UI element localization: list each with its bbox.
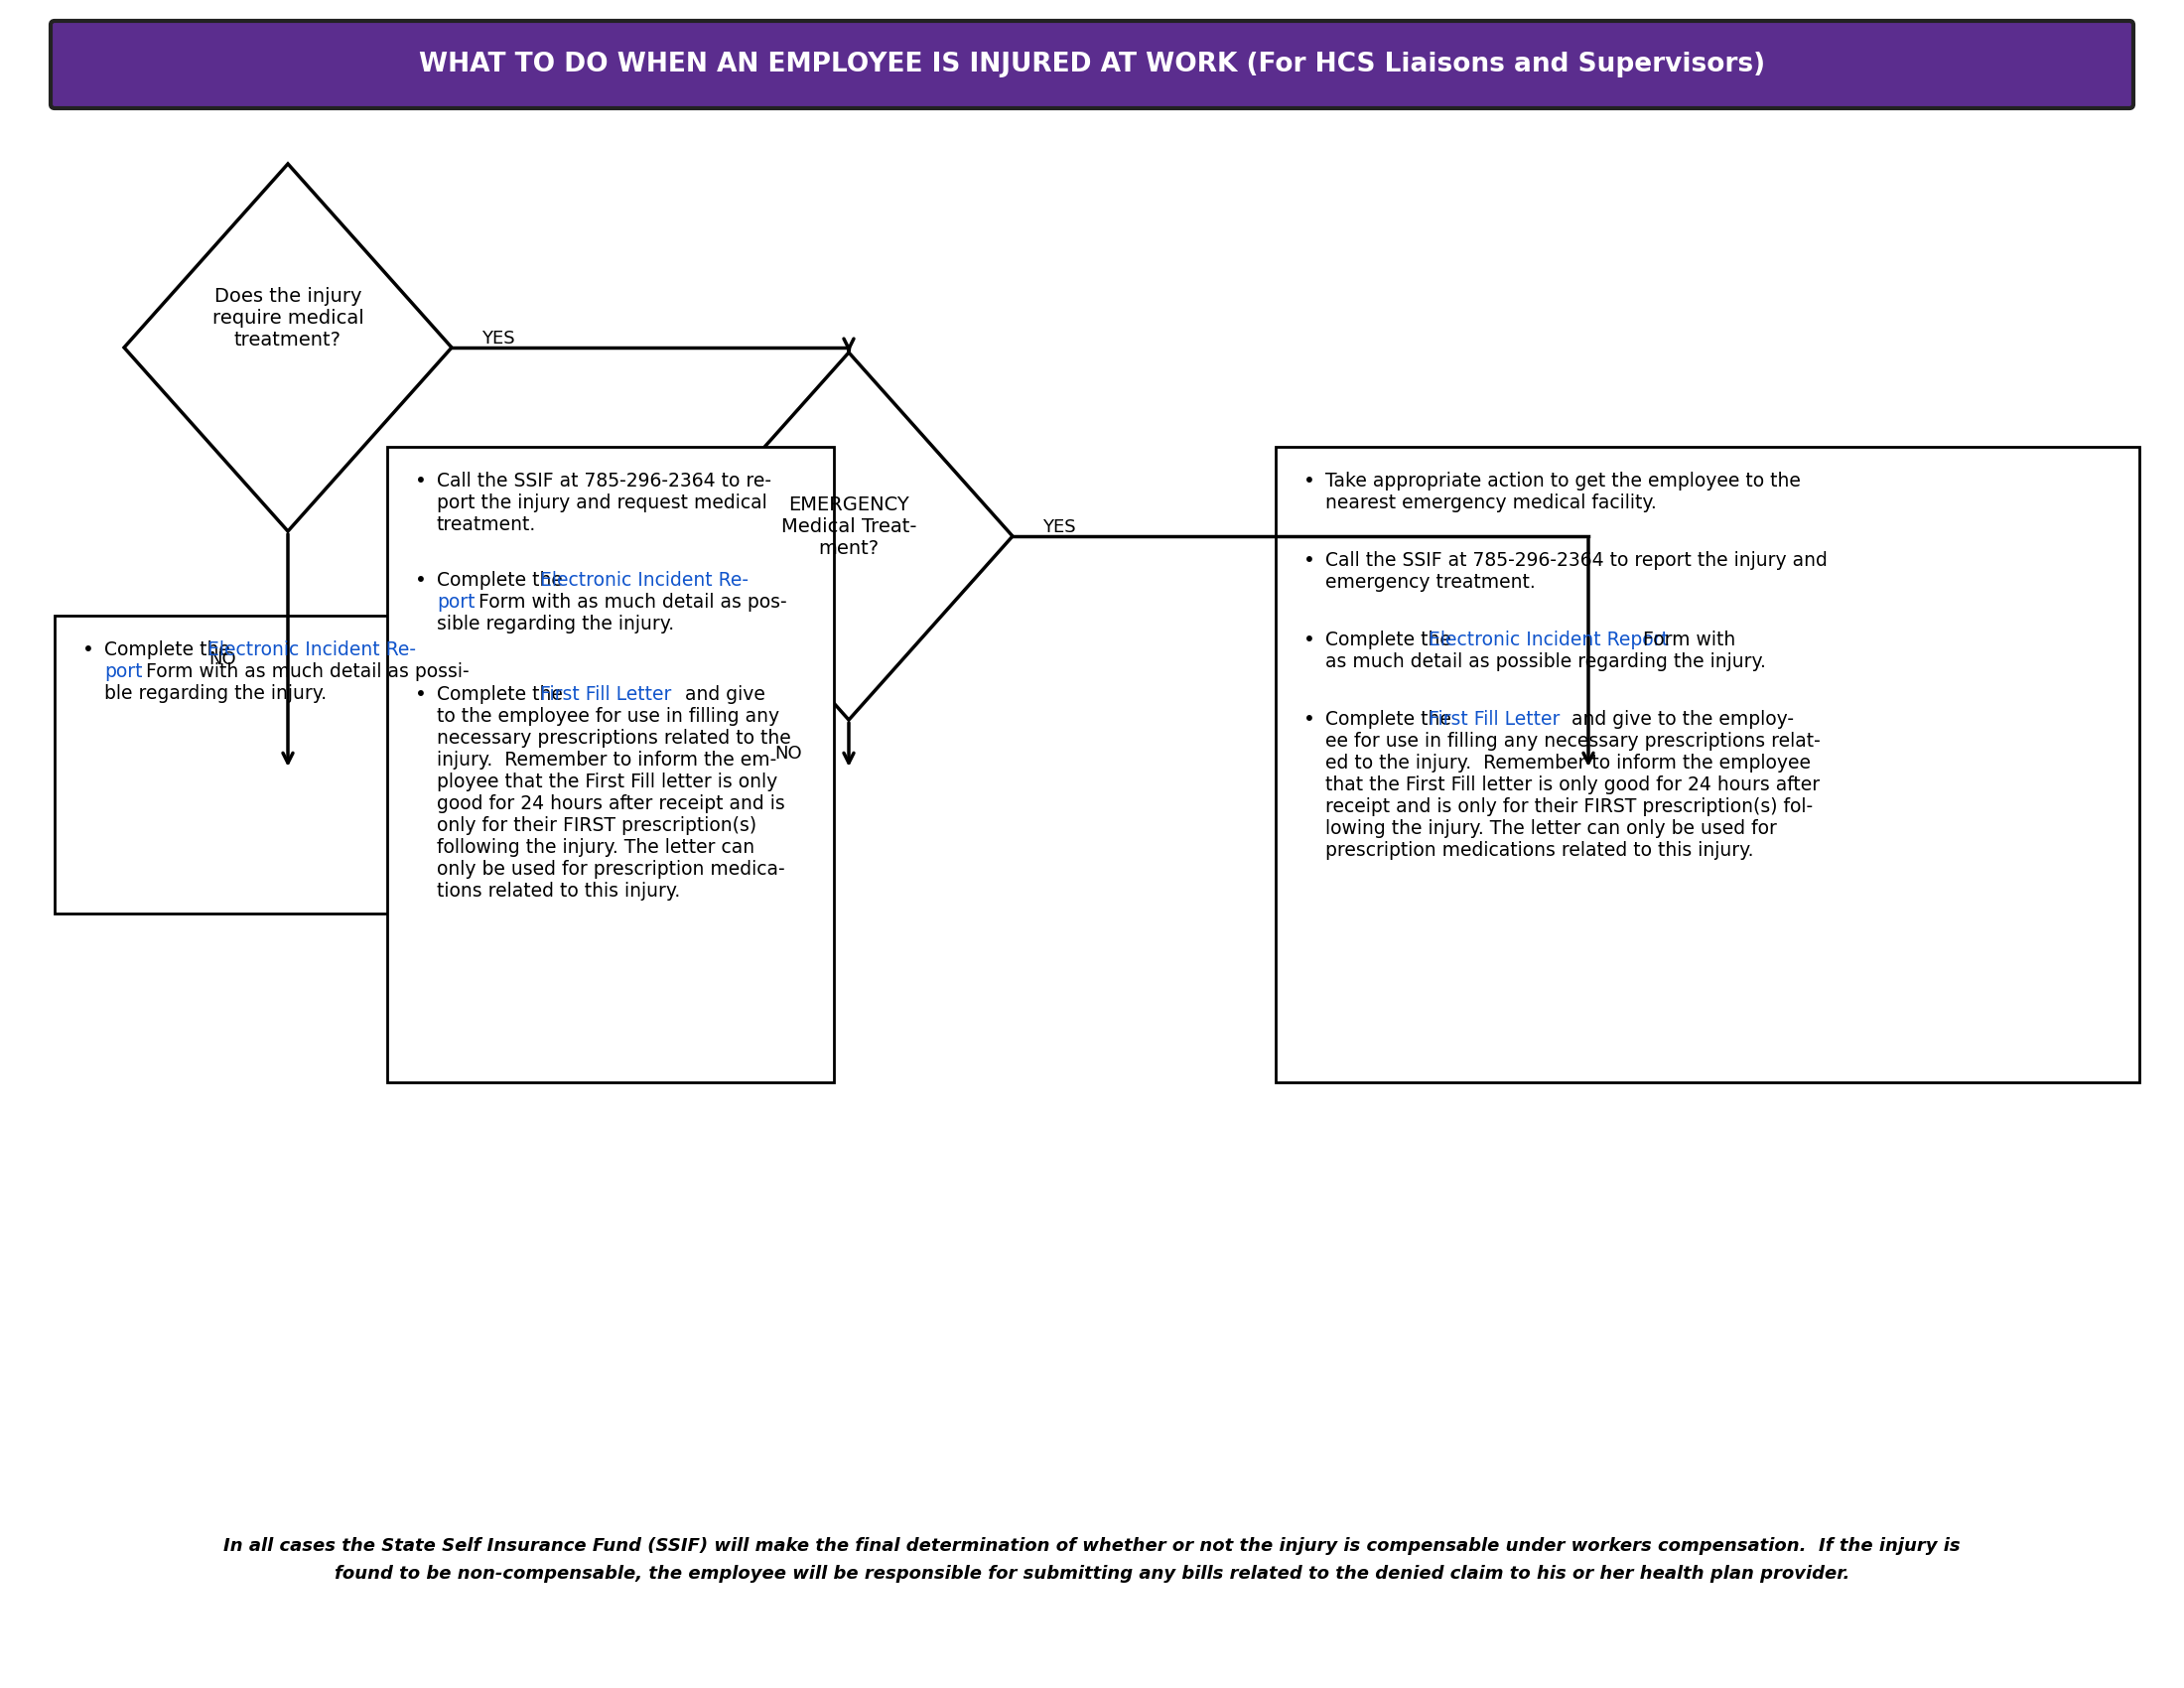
- Text: YES: YES: [480, 329, 515, 348]
- Bar: [1275, 447, 2140, 1082]
- Text: •: •: [415, 471, 426, 491]
- Text: ployee that the First Fill letter is only: ployee that the First Fill letter is onl…: [437, 773, 778, 792]
- Text: Form with as much detail as pos-: Form with as much detail as pos-: [472, 592, 786, 611]
- FancyBboxPatch shape: [50, 20, 2134, 108]
- Text: First Fill Letter: First Fill Letter: [539, 685, 670, 704]
- Text: Complete the: Complete the: [1326, 711, 1457, 729]
- Text: ble regarding the injury.: ble regarding the injury.: [105, 684, 328, 702]
- Polygon shape: [124, 164, 452, 532]
- Text: only be used for prescription medica-: only be used for prescription medica-: [437, 859, 784, 879]
- Text: and give to the employ-: and give to the employ-: [1566, 711, 1793, 729]
- Text: lowing the injury. The letter can only be used for: lowing the injury. The letter can only b…: [1326, 819, 1778, 837]
- Text: injury.  Remember to inform the em-: injury. Remember to inform the em-: [437, 751, 778, 770]
- Text: Complete the: Complete the: [437, 571, 568, 589]
- Text: Form with as much detail as possi-: Form with as much detail as possi-: [140, 662, 470, 682]
- Text: WHAT TO DO WHEN AN EMPLOYEE IS INJURED AT WORK (For HCS Liaisons and Supervisors: WHAT TO DO WHEN AN EMPLOYEE IS INJURED A…: [419, 52, 1765, 78]
- Text: YES: YES: [1042, 518, 1077, 537]
- Text: Complete the: Complete the: [1326, 631, 1457, 650]
- Text: that the First Fill letter is only good for 24 hours after: that the First Fill letter is only good …: [1326, 775, 1819, 795]
- Text: Electronic Incident Re-: Electronic Incident Re-: [207, 640, 415, 660]
- Text: port the injury and request medical: port the injury and request medical: [437, 493, 767, 513]
- Text: ed to the injury.  Remember to inform the employee: ed to the injury. Remember to inform the…: [1326, 753, 1811, 773]
- Text: nearest emergency medical facility.: nearest emergency medical facility.: [1326, 493, 1658, 513]
- Bar: [387, 447, 834, 1082]
- Text: Electronic Incident Re-: Electronic Incident Re-: [539, 571, 749, 589]
- Bar: [55, 616, 491, 913]
- Text: treatment.: treatment.: [437, 515, 537, 533]
- Text: Does the injury
require medical
treatment?: Does the injury require medical treatmen…: [212, 287, 365, 349]
- Text: First Fill Letter: First Fill Letter: [1428, 711, 1559, 729]
- Text: •: •: [1304, 631, 1315, 650]
- Text: •: •: [1304, 471, 1315, 491]
- Text: tions related to this injury.: tions related to this injury.: [437, 881, 679, 901]
- Text: Call the SSIF at 785-296-2364 to report the injury and: Call the SSIF at 785-296-2364 to report …: [1326, 550, 1828, 571]
- Text: receipt and is only for their FIRST prescription(s) fol-: receipt and is only for their FIRST pres…: [1326, 797, 1813, 817]
- Text: •: •: [1304, 550, 1315, 571]
- Text: sible regarding the injury.: sible regarding the injury.: [437, 614, 675, 633]
- Text: ee for use in filling any necessary prescriptions relat-: ee for use in filling any necessary pres…: [1326, 733, 1821, 751]
- Text: port: port: [437, 592, 476, 611]
- Text: •: •: [1304, 711, 1315, 729]
- Text: Electronic Incident Report: Electronic Incident Report: [1428, 631, 1669, 650]
- Text: and give: and give: [679, 685, 764, 704]
- Text: NO: NO: [775, 744, 802, 763]
- Text: NO: NO: [207, 650, 236, 668]
- Text: •: •: [83, 640, 94, 660]
- Text: Complete the: Complete the: [437, 685, 568, 704]
- Polygon shape: [686, 353, 1013, 719]
- Text: emergency treatment.: emergency treatment.: [1326, 572, 1535, 592]
- Text: found to be non-compensable, the employee will be responsible for submitting any: found to be non-compensable, the employe…: [334, 1565, 1850, 1583]
- Text: following the injury. The letter can: following the injury. The letter can: [437, 837, 756, 858]
- Text: Form with: Form with: [1638, 631, 1736, 650]
- Text: good for 24 hours after receipt and is: good for 24 hours after receipt and is: [437, 795, 784, 814]
- Text: Take appropriate action to get the employee to the: Take appropriate action to get the emplo…: [1326, 471, 1800, 491]
- Text: •: •: [415, 571, 426, 589]
- Text: port: port: [105, 662, 142, 682]
- Text: In all cases the State Self Insurance Fund (SSIF) will make the final determinat: In all cases the State Self Insurance Fu…: [223, 1538, 1961, 1555]
- Text: prescription medications related to this injury.: prescription medications related to this…: [1326, 841, 1754, 859]
- Text: to the employee for use in filling any: to the employee for use in filling any: [437, 707, 780, 726]
- Text: only for their FIRST prescription(s): only for their FIRST prescription(s): [437, 817, 756, 836]
- Text: •: •: [415, 685, 426, 704]
- Text: EMERGENCY
Medical Treat-
ment?: EMERGENCY Medical Treat- ment?: [782, 495, 917, 557]
- Text: necessary prescriptions related to the: necessary prescriptions related to the: [437, 729, 791, 748]
- Text: as much detail as possible regarding the injury.: as much detail as possible regarding the…: [1326, 652, 1767, 672]
- Text: Call the SSIF at 785-296-2364 to re-: Call the SSIF at 785-296-2364 to re-: [437, 471, 771, 491]
- Text: Complete the: Complete the: [105, 640, 236, 660]
